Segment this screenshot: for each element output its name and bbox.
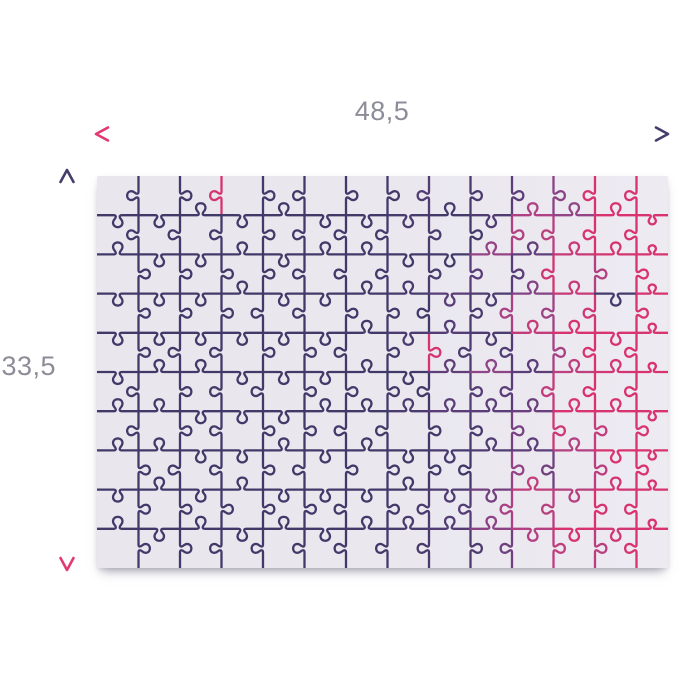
puzzle-edges: [97, 176, 668, 568]
arrowhead-right-icon: [654, 126, 670, 142]
puzzle-image: [97, 176, 668, 568]
arrowhead-down-icon: [59, 556, 75, 572]
width-dimension-label: 48,5: [354, 96, 410, 126]
horizontal-dimension-arrow: [94, 126, 670, 142]
vertical-dimension-arrow: [59, 168, 75, 572]
height-dimension-label: 33,5: [1, 351, 56, 381]
arrowhead-left-icon: [94, 126, 110, 142]
puzzle-pieces-grid: [97, 176, 668, 568]
arrowhead-up-icon: [59, 168, 75, 184]
